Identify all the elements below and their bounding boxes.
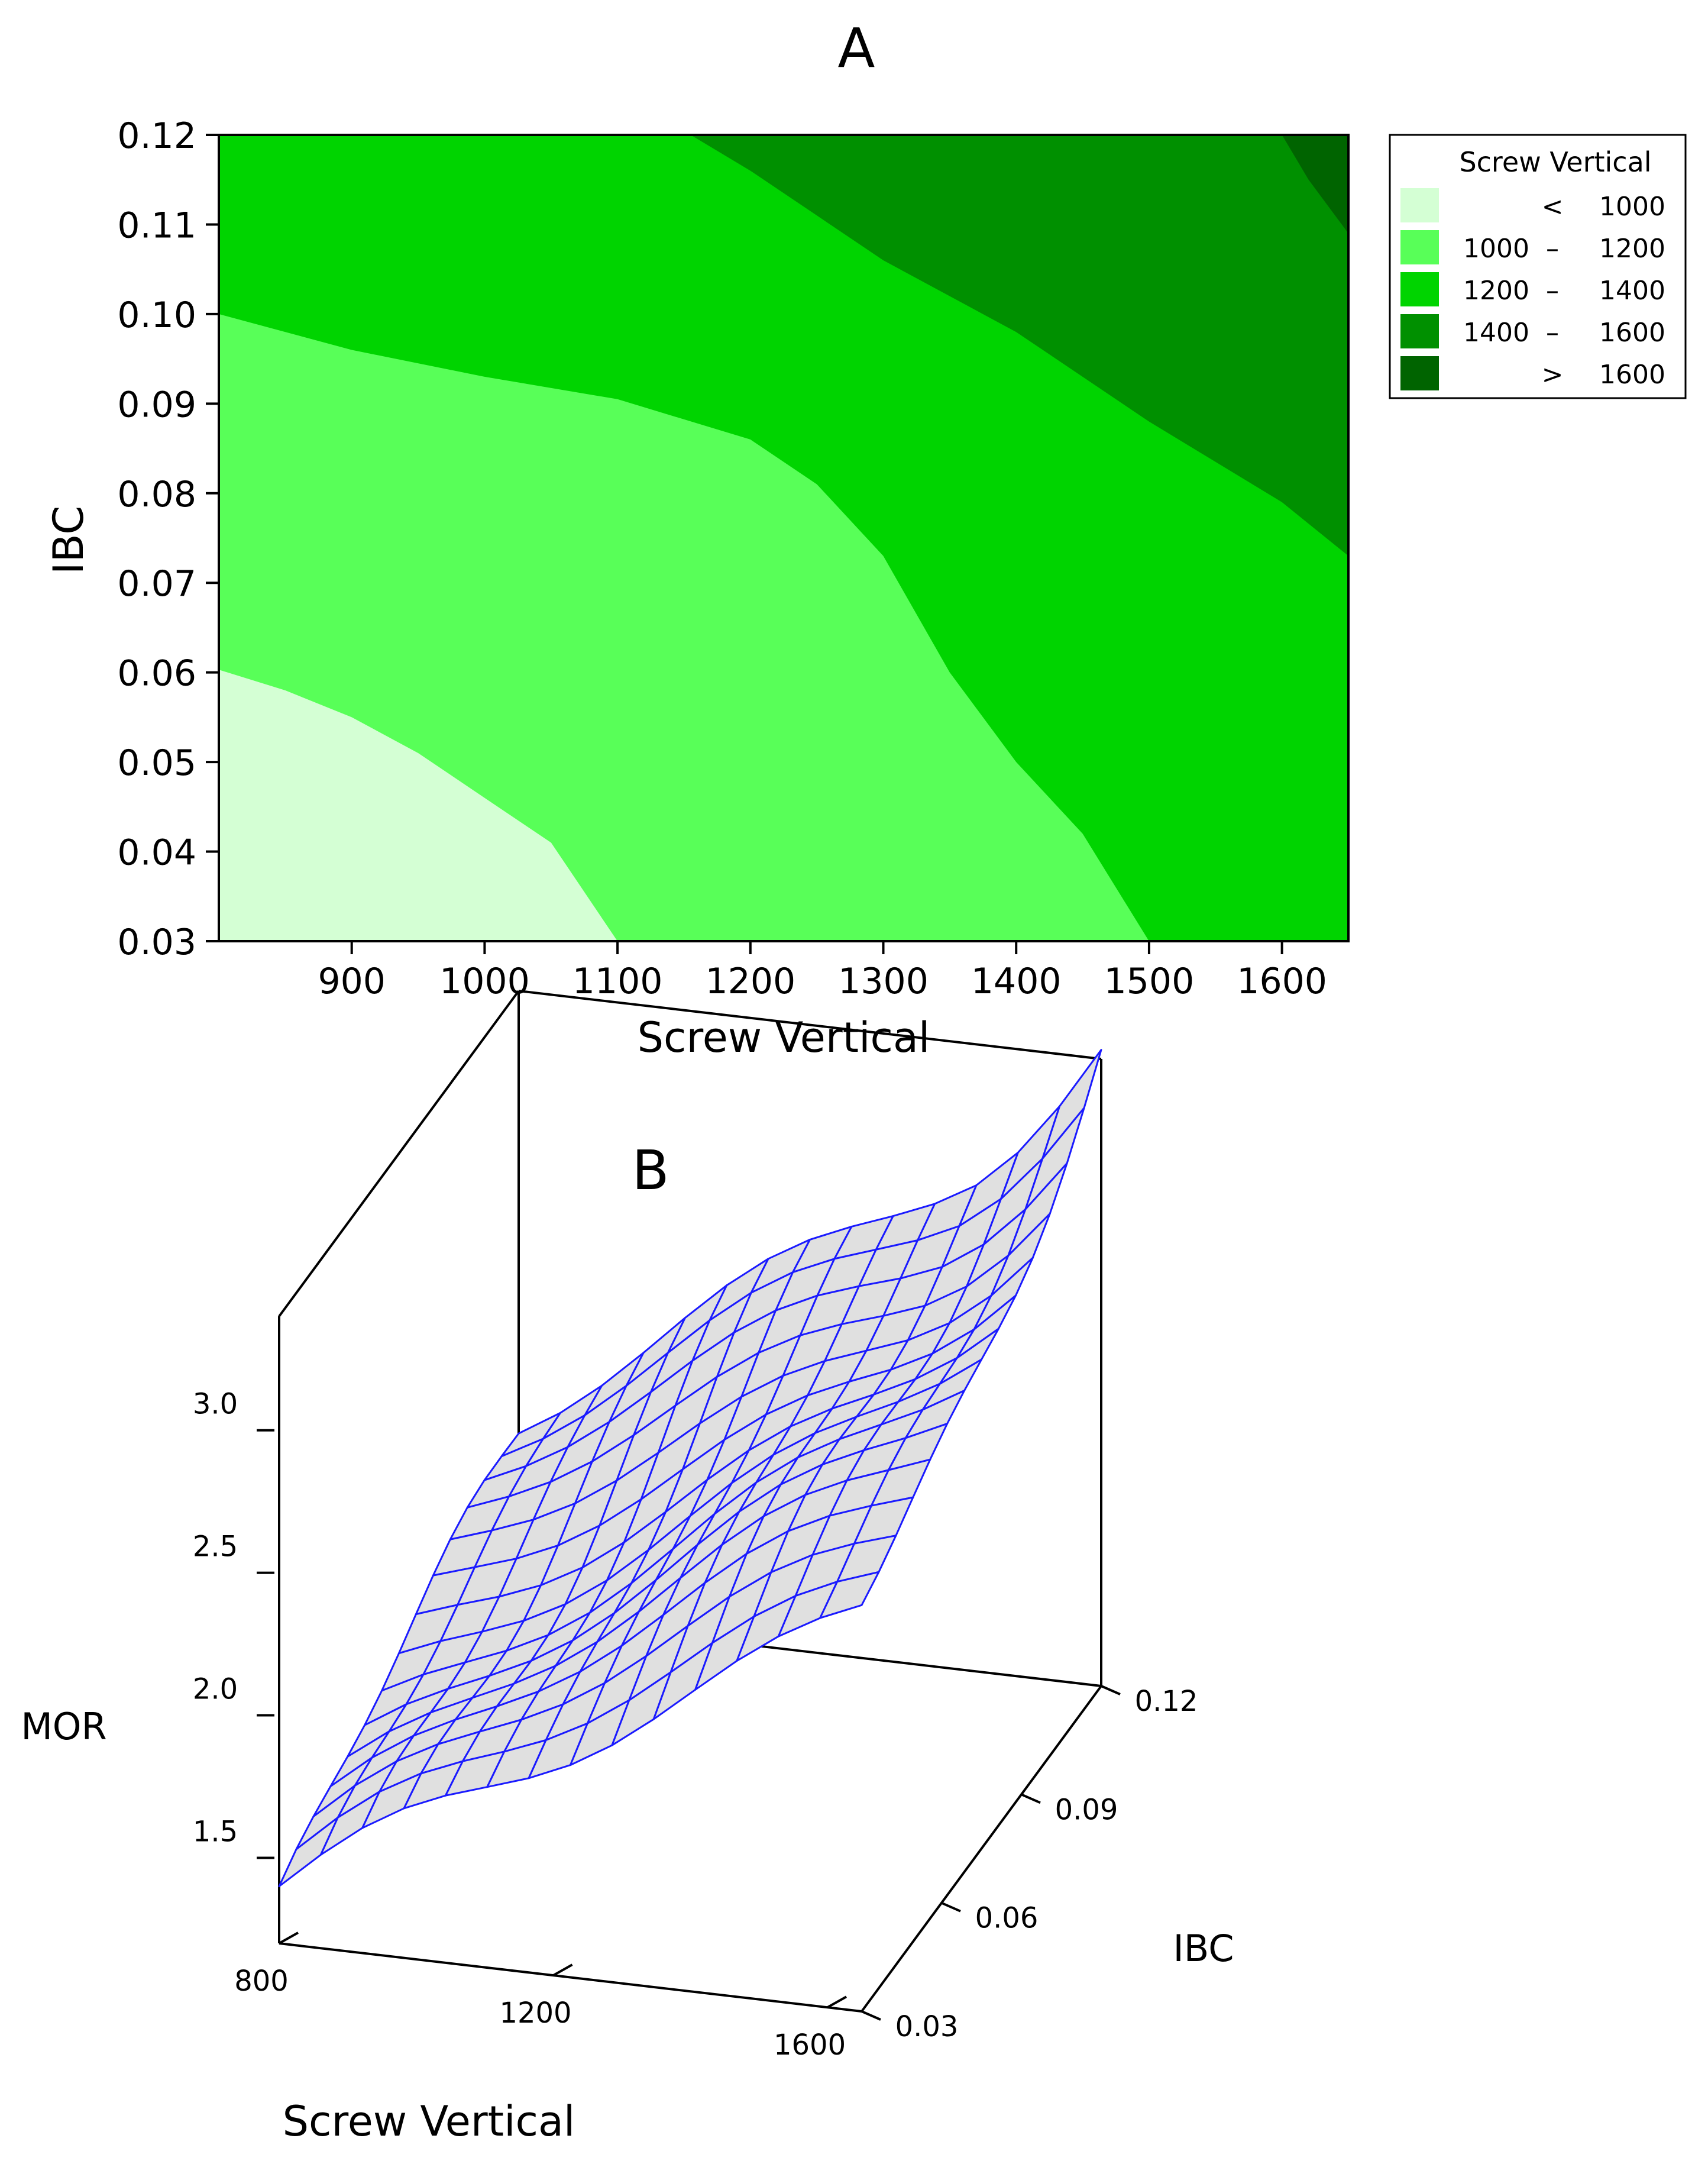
surface-cell: [819, 1571, 880, 1619]
legend-entry: 1400– 1600: [1400, 314, 1665, 348]
x-tick-label: 1200: [499, 1997, 571, 2030]
y-tick: [1101, 1685, 1121, 1695]
surface-mesh: [278, 1049, 1102, 1888]
legend-op: –: [1546, 234, 1559, 264]
x-tick: [279, 1932, 299, 1945]
y-tick-label: 0.04: [117, 832, 196, 874]
z-axis-label: MOR: [21, 1705, 106, 1748]
z-tick-label: 3.0: [193, 1388, 238, 1421]
y-tick-label: 0.10: [117, 295, 196, 336]
ibc-axis-label: IBC: [1173, 1927, 1234, 1970]
y-tick-label: 0.07: [117, 563, 196, 605]
axis-ticks: 900 1000 1100 1200 1300 1400 1500 16000.030.040…: [117, 115, 1327, 1002]
legend-high: 1600: [1599, 318, 1665, 348]
y-tick: [941, 1901, 961, 1913]
legend: Screw Vertical <10001000–12001200–140014…: [1389, 134, 1687, 399]
legend-op: <: [1542, 192, 1564, 222]
legend-op: –: [1546, 318, 1559, 348]
y-tick-label: 0.06: [117, 653, 196, 695]
x-tick-label: 1100: [572, 961, 663, 1002]
x-tick-label: 1600: [1237, 961, 1327, 1002]
y-tick-label: 0.03: [117, 922, 196, 963]
y-tick-label: 0.11: [117, 205, 196, 246]
panel-b: B 1.5 2.0 2.5 3.0 800 1200 1600 0.03 0.06 0.09 0.1…: [21, 990, 1234, 2146]
legend-low: 1000: [1463, 234, 1529, 264]
x-tick-label: 1500: [1104, 961, 1195, 1002]
legend-high: 1000: [1599, 192, 1665, 222]
3d-box: [278, 990, 1102, 2013]
legend-swatch: [1400, 314, 1439, 348]
z-tick-label: 1.5: [193, 1815, 238, 1848]
y-tick-label: 0.08: [117, 474, 196, 515]
x-tick-label: 1600: [774, 2029, 846, 2062]
x-tick: [552, 1963, 573, 1976]
panel-a: A 900 1000 1100 1200 1300 1400 1500 1600 0.03 0.0…: [44, 17, 1687, 1062]
x-tick-label: 1300: [838, 961, 929, 1002]
x-tick-label: 800: [234, 1965, 289, 1998]
region-above-1600: [1282, 135, 1348, 234]
legend-low: 1400: [1463, 318, 1529, 348]
legend-swatch: [1400, 230, 1439, 264]
y-tick-label: 0.09: [1055, 1793, 1118, 1826]
y-tick: [1021, 1793, 1041, 1804]
y-tick-label: 0.12: [1135, 1685, 1198, 1718]
x-tick-label: 1200: [705, 961, 795, 1002]
y-tick-label: 0.06: [975, 1902, 1039, 1935]
y-tick-label: 0.03: [895, 2010, 959, 2043]
x-tick-label: 900: [318, 961, 386, 1002]
legend-low: 1200: [1463, 276, 1529, 306]
box-edge: [279, 1942, 862, 2013]
y-tick-label: 0.09: [117, 384, 196, 425]
region-below-1000: [219, 670, 618, 941]
legend-entry: 1000– 1200: [1400, 230, 1665, 264]
legend-op: –: [1546, 276, 1559, 306]
y-axis-label: IBC: [44, 506, 93, 574]
legend-entry: <1000: [1400, 188, 1665, 222]
box-edge: [278, 990, 520, 1317]
box-edge: [518, 990, 1102, 1060]
legend-title: Screw Vertical: [1459, 146, 1651, 178]
panel-b-title: B: [632, 1139, 669, 1202]
panel-a-title: A: [838, 17, 875, 80]
z-tick-label: 2.0: [193, 1673, 238, 1706]
legend-high: 1600: [1599, 360, 1665, 390]
box-edge: [861, 1685, 1102, 2013]
legend-entry: 1200– 1400: [1400, 272, 1665, 306]
axis-ticks-3d: 1.5 2.0 2.5 3.0 800 1200 1600 0.03 0.06 0.09 0.12: [193, 1388, 1198, 2062]
x-tick: [827, 1995, 847, 2008]
legend-swatch: [1400, 356, 1439, 390]
screw-vertical-axis-label: Screw Vertical: [283, 2097, 575, 2146]
y-tick-label: 0.12: [117, 115, 196, 157]
legend-high: 1400: [1599, 276, 1665, 306]
legend-entry: >1600: [1400, 356, 1665, 390]
legend-box: [1389, 134, 1687, 399]
legend-swatch: [1400, 188, 1439, 222]
legend-high: 1200: [1599, 234, 1665, 264]
y-tick: [861, 2010, 881, 2021]
z-tick-label: 2.5: [193, 1530, 238, 1564]
contour-regions: [219, 135, 1348, 941]
legend-swatch: [1400, 272, 1439, 306]
region-1400-1600: [690, 135, 1348, 556]
x-tick-label: 1400: [971, 961, 1062, 1002]
legend-op: >: [1542, 360, 1564, 390]
plot-frame: [218, 134, 1350, 942]
y-tick-label: 0.05: [117, 742, 196, 784]
